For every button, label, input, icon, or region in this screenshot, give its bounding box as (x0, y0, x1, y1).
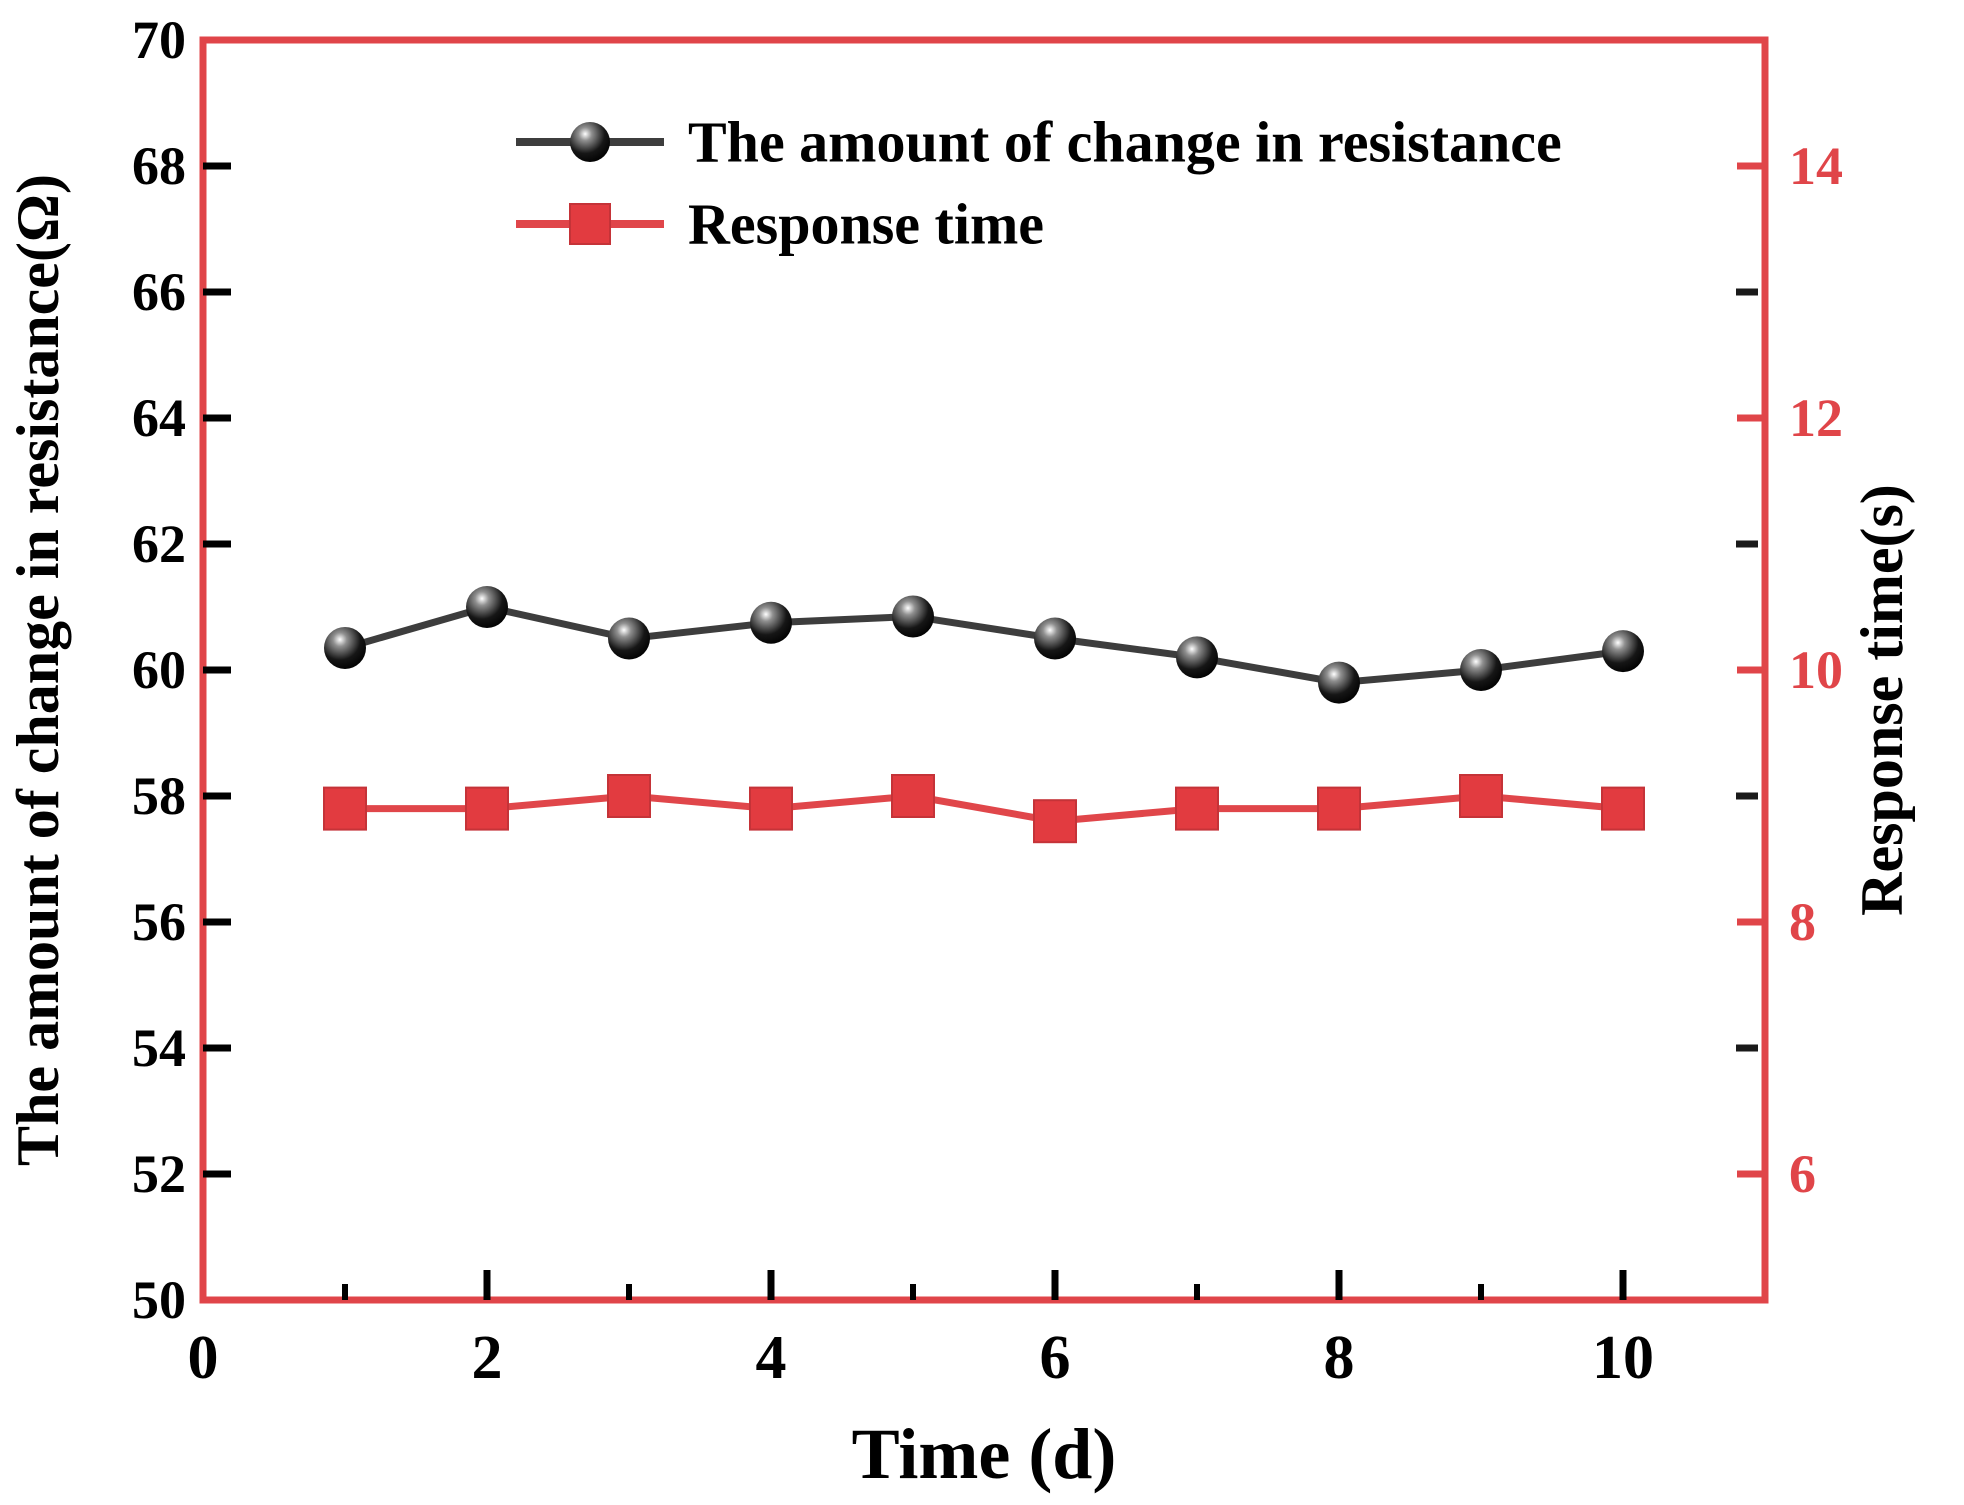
y-left-tick-label: 52 (132, 1144, 186, 1204)
x-tick-label: 10 (1592, 1324, 1654, 1392)
legend-label-resistance: The amount of change in resistance (688, 110, 1562, 175)
y-right-tick-label: 12 (1789, 388, 1843, 448)
y-left-tick-label: 66 (132, 262, 186, 322)
y-right-tick-label: 8 (1789, 892, 1816, 952)
data-point-resistance (750, 601, 792, 644)
x-tick-label: 4 (756, 1324, 787, 1392)
data-point-response-time (1175, 786, 1219, 831)
data-point-response-time (1317, 786, 1361, 831)
y-left-tick-label: 50 (132, 1270, 186, 1330)
x-axis-title: Time (d) (852, 1414, 1117, 1494)
data-point-resistance (1034, 617, 1076, 660)
x-tick-label: 0 (188, 1324, 219, 1392)
y-left-tick-label: 56 (132, 892, 186, 952)
x-tick-label: 6 (1040, 1324, 1071, 1392)
data-point-response-time (607, 774, 651, 818)
data-point-resistance (1318, 661, 1360, 704)
series-line-resistance (344, 603, 1624, 687)
data-point-resistance (1602, 630, 1644, 673)
data-point-response-time (323, 786, 367, 831)
y-left-tick-label: 58 (132, 766, 186, 826)
data-point-response-time (1601, 786, 1645, 831)
series-line-response-time (345, 792, 1624, 825)
x-tick-label: 2 (472, 1324, 503, 1392)
data-point-response-time (1459, 774, 1503, 818)
legend-label-response-time: Response time (688, 192, 1044, 257)
data-point-resistance (1460, 649, 1502, 691)
data-point-resistance (324, 626, 366, 669)
y-left-tick-label: 60 (132, 640, 186, 700)
data-point-response-time (465, 786, 509, 831)
y-left-tick-label: 62 (132, 514, 186, 574)
data-point-resistance (1176, 636, 1218, 679)
y-left-tick-label: 64 (132, 388, 186, 448)
legend-marker-square-icon (569, 203, 611, 245)
x-tick-label: 8 (1324, 1324, 1355, 1392)
y-left-tick-label: 70 (132, 10, 186, 70)
data-point-resistance (466, 586, 508, 628)
y-right-tick-label: 6 (1789, 1144, 1816, 1204)
data-point-response-time (891, 774, 935, 818)
data-point-resistance (608, 617, 650, 660)
y-right-tick-label: 10 (1789, 640, 1843, 700)
y-left-tick-label: 68 (132, 136, 186, 196)
legend-marker-circle-icon (570, 122, 610, 162)
data-point-resistance (892, 595, 934, 638)
y-right-tick-label: 14 (1789, 136, 1843, 196)
y-axis-left-title: The amount of change in resistance(Ω) (5, 174, 71, 1166)
y-left-tick-label: 54 (132, 1018, 186, 1078)
data-point-response-time (1033, 799, 1077, 844)
y-axis-right-title: Response time(s) (1849, 484, 1915, 916)
data-point-response-time (749, 786, 793, 831)
